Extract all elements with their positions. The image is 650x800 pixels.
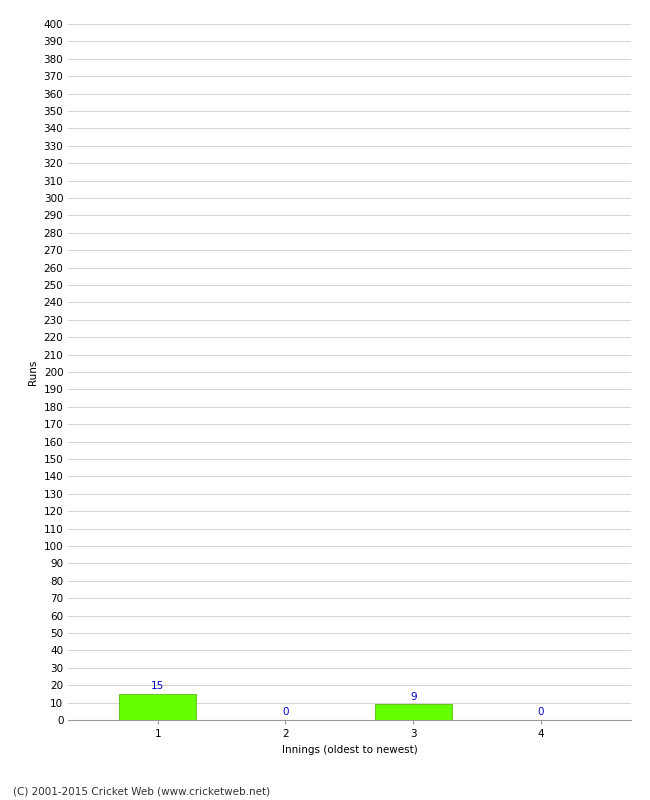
Bar — [120, 694, 196, 720]
Text: (C) 2001-2015 Cricket Web (www.cricketweb.net): (C) 2001-2015 Cricket Web (www.cricketwe… — [13, 786, 270, 796]
Text: 15: 15 — [151, 682, 164, 691]
Text: 0: 0 — [282, 707, 289, 718]
X-axis label: Innings (oldest to newest): Innings (oldest to newest) — [281, 745, 417, 754]
Text: 9: 9 — [410, 692, 417, 702]
Bar — [375, 704, 452, 720]
Y-axis label: Runs: Runs — [28, 359, 38, 385]
Text: 0: 0 — [538, 707, 544, 718]
